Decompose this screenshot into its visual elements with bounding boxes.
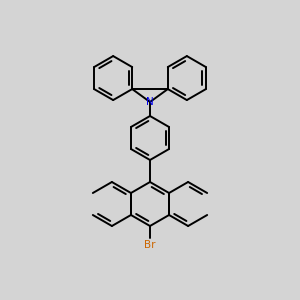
Text: Br: Br: [144, 240, 156, 250]
Text: N: N: [146, 97, 154, 107]
